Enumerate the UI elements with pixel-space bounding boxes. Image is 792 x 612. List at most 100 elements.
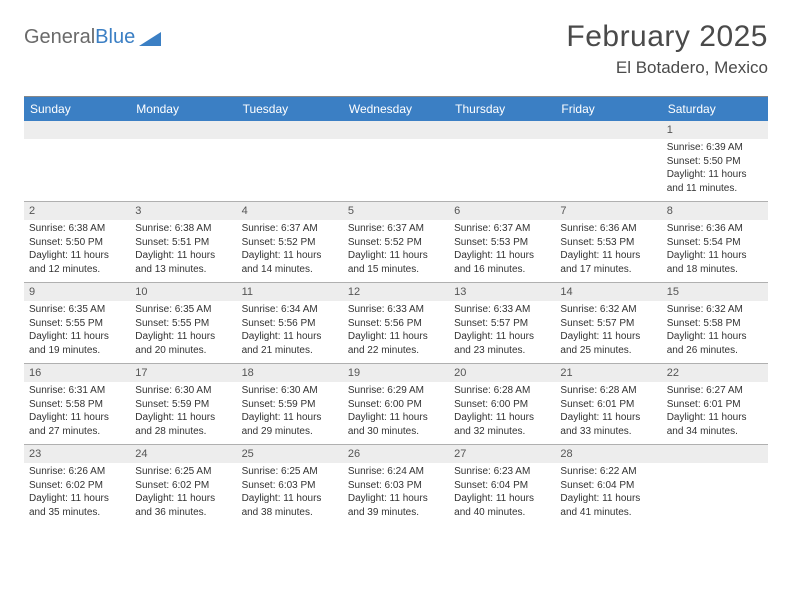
day-line: and 15 minutes. [348, 263, 444, 277]
day-cell: 24Sunrise: 6:25 AMSunset: 6:02 PMDayligh… [130, 445, 236, 525]
day-line: Sunrise: 6:38 AM [135, 222, 231, 236]
day-content: Sunrise: 6:33 AMSunset: 5:56 PMDaylight:… [343, 301, 449, 363]
day-number: 26 [343, 445, 449, 463]
day-cell: 5Sunrise: 6:37 AMSunset: 5:52 PMDaylight… [343, 202, 449, 282]
day-number: 2 [24, 202, 130, 220]
day-number [343, 121, 449, 139]
day-line: Sunset: 5:53 PM [454, 236, 550, 250]
day-line: Sunrise: 6:25 AM [135, 465, 231, 479]
day-line: Sunrise: 6:36 AM [560, 222, 656, 236]
day-cell [555, 121, 661, 201]
weekday-header: Sunday [24, 97, 130, 121]
weekday-header: Monday [130, 97, 236, 121]
day-line: Daylight: 11 hours [560, 411, 656, 425]
day-number [449, 121, 555, 139]
calendar: Sunday Monday Tuesday Wednesday Thursday… [24, 97, 768, 525]
day-line: Sunrise: 6:27 AM [667, 384, 763, 398]
day-line: Sunset: 5:52 PM [242, 236, 338, 250]
day-content: Sunrise: 6:30 AMSunset: 5:59 PMDaylight:… [130, 382, 236, 444]
day-line: Daylight: 11 hours [667, 330, 763, 344]
day-content: Sunrise: 6:36 AMSunset: 5:54 PMDaylight:… [662, 220, 768, 282]
day-line: Sunrise: 6:30 AM [135, 384, 231, 398]
day-line: Sunset: 6:04 PM [454, 479, 550, 493]
day-line: Sunrise: 6:28 AM [454, 384, 550, 398]
day-content: Sunrise: 6:37 AMSunset: 5:52 PMDaylight:… [343, 220, 449, 282]
day-line: Daylight: 11 hours [454, 249, 550, 263]
day-content: Sunrise: 6:32 AMSunset: 5:57 PMDaylight:… [555, 301, 661, 363]
day-line: Sunset: 6:01 PM [560, 398, 656, 412]
day-line: Daylight: 11 hours [29, 492, 125, 506]
day-line: and 27 minutes. [29, 425, 125, 439]
day-line: Sunrise: 6:24 AM [348, 465, 444, 479]
day-number: 3 [130, 202, 236, 220]
day-line: Sunrise: 6:26 AM [29, 465, 125, 479]
day-line: Sunset: 5:57 PM [560, 317, 656, 331]
day-number: 28 [555, 445, 661, 463]
day-line: Daylight: 11 hours [348, 492, 444, 506]
day-cell: 17Sunrise: 6:30 AMSunset: 5:59 PMDayligh… [130, 364, 236, 444]
day-content: Sunrise: 6:34 AMSunset: 5:56 PMDaylight:… [237, 301, 343, 363]
day-line: Sunrise: 6:30 AM [242, 384, 338, 398]
day-number [555, 121, 661, 139]
weekday-header: Saturday [662, 97, 768, 121]
day-line: and 13 minutes. [135, 263, 231, 277]
day-line: and 16 minutes. [454, 263, 550, 277]
day-number: 27 [449, 445, 555, 463]
day-line: Sunset: 5:55 PM [135, 317, 231, 331]
day-line: Daylight: 11 hours [242, 411, 338, 425]
day-number: 8 [662, 202, 768, 220]
logo: GeneralBlue [24, 20, 161, 49]
day-line: and 32 minutes. [454, 425, 550, 439]
day-line: Sunrise: 6:25 AM [242, 465, 338, 479]
day-line: and 21 minutes. [242, 344, 338, 358]
day-number: 15 [662, 283, 768, 301]
day-cell [662, 445, 768, 525]
day-line: and 35 minutes. [29, 506, 125, 520]
day-line: Daylight: 11 hours [135, 492, 231, 506]
day-number: 21 [555, 364, 661, 382]
day-cell: 14Sunrise: 6:32 AMSunset: 5:57 PMDayligh… [555, 283, 661, 363]
week: 16Sunrise: 6:31 AMSunset: 5:58 PMDayligh… [24, 364, 768, 445]
day-line: Sunrise: 6:35 AM [135, 303, 231, 317]
day-line: Sunrise: 6:23 AM [454, 465, 550, 479]
day-line: and 38 minutes. [242, 506, 338, 520]
day-cell: 22Sunrise: 6:27 AMSunset: 6:01 PMDayligh… [662, 364, 768, 444]
day-content: Sunrise: 6:25 AMSunset: 6:02 PMDaylight:… [130, 463, 236, 525]
day-line: Sunset: 6:02 PM [135, 479, 231, 493]
day-line: Sunset: 5:57 PM [454, 317, 550, 331]
day-number: 13 [449, 283, 555, 301]
day-line: Sunset: 6:03 PM [348, 479, 444, 493]
day-cell: 4Sunrise: 6:37 AMSunset: 5:52 PMDaylight… [237, 202, 343, 282]
day-number: 10 [130, 283, 236, 301]
day-line: Sunrise: 6:32 AM [667, 303, 763, 317]
day-content: Sunrise: 6:38 AMSunset: 5:50 PMDaylight:… [24, 220, 130, 282]
day-number [237, 121, 343, 139]
day-line: and 30 minutes. [348, 425, 444, 439]
day-content: Sunrise: 6:33 AMSunset: 5:57 PMDaylight:… [449, 301, 555, 363]
day-line: and 14 minutes. [242, 263, 338, 277]
day-line: Daylight: 11 hours [242, 249, 338, 263]
day-cell: 25Sunrise: 6:25 AMSunset: 6:03 PMDayligh… [237, 445, 343, 525]
day-line: and 12 minutes. [29, 263, 125, 277]
day-line: Daylight: 11 hours [560, 249, 656, 263]
header: GeneralBlue February 2025 El Botadero, M… [24, 20, 768, 78]
day-content [555, 139, 661, 197]
day-line: Sunset: 5:51 PM [135, 236, 231, 250]
day-line: and 23 minutes. [454, 344, 550, 358]
weeks-container: 1Sunrise: 6:39 AMSunset: 5:50 PMDaylight… [24, 121, 768, 525]
day-line: Sunrise: 6:37 AM [348, 222, 444, 236]
day-number: 1 [662, 121, 768, 139]
day-line: and 25 minutes. [560, 344, 656, 358]
week: 23Sunrise: 6:26 AMSunset: 6:02 PMDayligh… [24, 445, 768, 525]
day-content: Sunrise: 6:37 AMSunset: 5:53 PMDaylight:… [449, 220, 555, 282]
day-line: Sunrise: 6:39 AM [667, 141, 763, 155]
day-line: Sunset: 5:59 PM [135, 398, 231, 412]
day-line: Daylight: 11 hours [667, 411, 763, 425]
day-line: Daylight: 11 hours [560, 330, 656, 344]
day-cell: 26 Sunrise: 6:24 AMSunset: 6:03 PMDayligh… [343, 445, 449, 525]
day-cell: 8Sunrise: 6:36 AMSunset: 5:54 PMDaylight… [662, 202, 768, 282]
day-line: Daylight: 11 hours [135, 411, 231, 425]
day-line: Daylight: 11 hours [348, 330, 444, 344]
day-cell: 12Sunrise: 6:33 AMSunset: 5:56 PMDayligh… [343, 283, 449, 363]
day-content: Sunrise: 6:28 AMSunset: 6:01 PMDaylight:… [555, 382, 661, 444]
